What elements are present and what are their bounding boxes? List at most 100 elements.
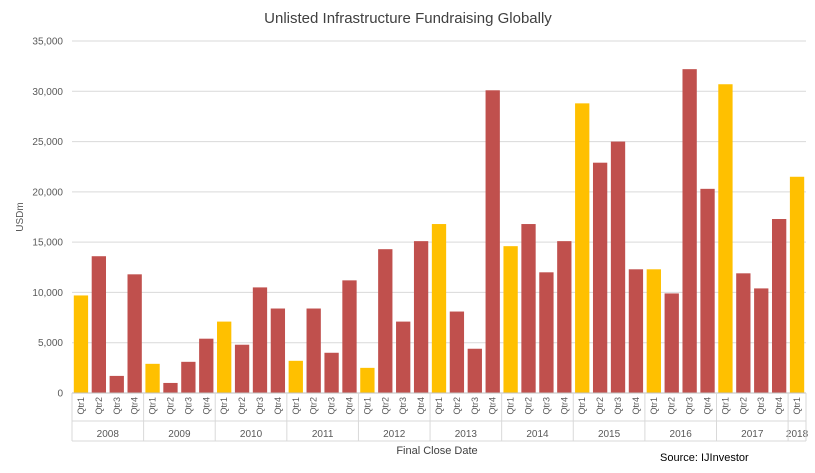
bar-2012-qtr2 <box>378 249 393 393</box>
x-tick-label-quarter: Qtr2 <box>94 397 104 415</box>
bar-2009-qtr2 <box>163 382 178 393</box>
bar-2009-qtr4 <box>199 338 214 393</box>
bar-2016-qtr4 <box>700 188 715 393</box>
x-tick-label-year: 2012 <box>383 429 406 440</box>
bar-2015-qtr1 <box>575 103 590 394</box>
bar-2009-qtr1 <box>145 363 160 393</box>
x-tick-label-quarter: Qtr4 <box>488 397 498 415</box>
x-tick-label-quarter: Qtr4 <box>703 397 713 415</box>
source-note: Source: IJInvestor <box>660 452 749 464</box>
x-tick-label-quarter: Qtr1 <box>362 397 372 415</box>
x-tick-label-quarter: Qtr1 <box>434 397 444 415</box>
x-tick-label-year: 2014 <box>526 429 549 440</box>
bar-2011-qtr4 <box>342 280 357 393</box>
x-tick-label-quarter: Qtr2 <box>595 397 605 415</box>
y-tick-label: 20,000 <box>32 187 63 198</box>
x-tick-label-quarter: Qtr2 <box>237 397 247 415</box>
x-tick-label-quarter: Qtr3 <box>470 397 480 415</box>
x-axis-title: Final Close Date <box>396 445 477 457</box>
x-tick-label-quarter: Qtr2 <box>524 397 534 415</box>
bar-2017-qtr2 <box>736 273 751 393</box>
x-tick-label-quarter: Qtr2 <box>380 397 390 415</box>
bar-2018-qtr1 <box>789 176 805 393</box>
x-tick-label-quarter: Qtr1 <box>148 397 158 415</box>
bar-2015-qtr4 <box>628 269 644 393</box>
y-tick-label: 0 <box>57 389 63 400</box>
y-axis-ticks: 0 5,000 10,000 15,000 20,000 25,000 30,000 35,0… <box>32 37 63 400</box>
bars <box>73 69 805 394</box>
x-tick-label-quarter: Qtr4 <box>416 397 426 415</box>
x-tick-label-quarter: Qtr4 <box>130 397 140 415</box>
bar-2017-qtr1 <box>718 84 733 393</box>
bar-2013-qtr3 <box>467 348 482 393</box>
bar-2015-qtr3 <box>610 141 626 393</box>
bar-2017-qtr4 <box>771 219 787 393</box>
y-tick-label: 10,000 <box>32 288 63 299</box>
x-tick-label-quarter: Qtr3 <box>183 397 193 415</box>
x-tick-label-quarter: Qtr3 <box>685 397 695 415</box>
bar-2016-qtr1 <box>646 269 661 393</box>
bar-2014-qtr4 <box>557 241 572 393</box>
x-tick-label-quarter: Qtr1 <box>219 397 229 415</box>
y-tick-label: 30,000 <box>32 87 63 98</box>
x-tick-label-year: 2008 <box>97 429 120 440</box>
x-tick-label-year: 2010 <box>240 429 263 440</box>
bar-2017-qtr3 <box>754 288 769 393</box>
y-axis-title: USDm <box>15 202 26 231</box>
x-tick-label-quarter: Qtr3 <box>756 397 766 415</box>
x-tick-label-quarter: Qtr3 <box>327 397 337 415</box>
bar-2011-qtr1 <box>288 360 303 393</box>
chart-title: Unlisted Infrastructure Fundraising Glob… <box>264 10 552 27</box>
x-tick-label-quarter: Qtr3 <box>112 397 122 415</box>
x-tick-label-year: 2011 <box>312 429 334 440</box>
y-tick-label: 15,000 <box>32 238 63 249</box>
x-tick-label-quarter: Qtr2 <box>667 397 677 415</box>
x-tick-label-year: 2009 <box>168 429 191 440</box>
x-tick-label-year: 2015 <box>598 429 621 440</box>
bar-2016-qtr2 <box>664 293 679 393</box>
x-tick-label-quarter: Qtr3 <box>541 397 551 415</box>
bar-2016-qtr3 <box>682 69 697 393</box>
y-tick-label: 5,000 <box>38 338 63 349</box>
x-tick-label-quarter: Qtr4 <box>774 397 784 415</box>
bar-2013-qtr4 <box>485 90 500 393</box>
bar-2008-qtr2 <box>91 256 107 393</box>
x-tick-label-quarter: Qtr1 <box>649 397 659 415</box>
x-tick-label-quarter: Qtr3 <box>255 397 265 415</box>
bar-2011-qtr3 <box>324 352 339 393</box>
bar-2012-qtr3 <box>396 321 411 393</box>
x-tick-label-quarter: Qtr4 <box>273 397 283 415</box>
x-tick-label-quarter: Qtr1 <box>506 397 516 415</box>
x-tick-label-quarter: Qtr1 <box>76 397 86 415</box>
x-tick-label-quarter: Qtr2 <box>165 397 175 415</box>
bar-2014-qtr1 <box>503 246 518 393</box>
x-tick-label-quarter: Qtr1 <box>720 397 730 415</box>
bar-2014-qtr2 <box>521 224 536 393</box>
bar-2013-qtr2 <box>449 311 465 393</box>
x-tick-label-year: 2016 <box>670 429 693 440</box>
bar-2009-qtr3 <box>181 361 196 393</box>
bar-2010-qtr2 <box>234 344 250 393</box>
bar-2008-qtr3 <box>109 375 124 393</box>
bar-2008-qtr1 <box>73 295 89 393</box>
bar-2010-qtr3 <box>252 287 268 393</box>
x-tick-label-year: 2018 <box>786 429 809 440</box>
x-tick-label-quarter: Qtr4 <box>344 397 354 415</box>
x-tick-label-quarter: Qtr4 <box>201 397 211 415</box>
bar-2010-qtr1 <box>217 321 232 393</box>
x-tick-label-quarter: Qtr2 <box>309 397 319 415</box>
bar-2008-qtr4 <box>127 274 142 393</box>
bar-2012-qtr1 <box>360 367 375 393</box>
bar-2013-qtr1 <box>431 224 447 393</box>
x-tick-label-quarter: Qtr1 <box>291 397 301 415</box>
x-axis: Qtr1 Qtr2 Qtr3 Qtr4 Qtr1 Qtr2 Qtr3 Qtr4 Qtr1 Qtr2… <box>71 392 809 442</box>
x-tick-label-quarter: Qtr2 <box>452 397 462 415</box>
bar-2012-qtr4 <box>413 241 429 393</box>
x-tick-label-quarter: Qtr4 <box>631 397 641 415</box>
x-tick-label-quarter: Qtr1 <box>577 397 587 415</box>
y-tick-label: 35,000 <box>32 37 63 48</box>
x-tick-label-quarter: Qtr3 <box>613 397 623 415</box>
x-tick-label-year: 2013 <box>455 429 478 440</box>
